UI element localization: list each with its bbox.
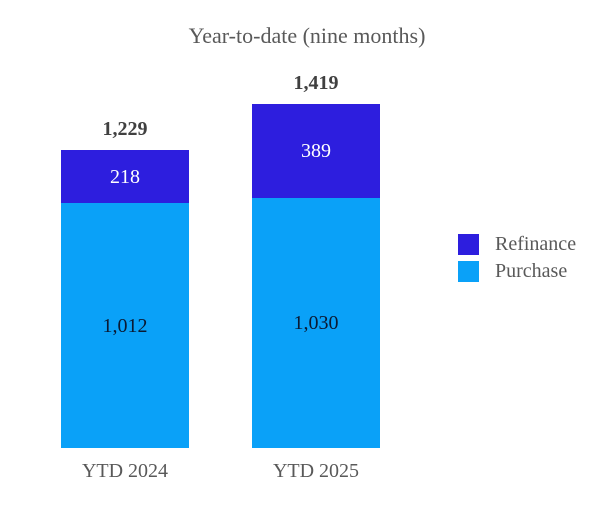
purchase-segment: 1,030 bbox=[252, 198, 380, 448]
purchase-value-label: 1,012 bbox=[102, 314, 148, 337]
purchase-swatch-icon bbox=[458, 260, 479, 282]
x-axis-label: YTD 2024 bbox=[81, 460, 169, 482]
legend-label-purchase: Purchase bbox=[495, 260, 568, 282]
refinance-segment: 218 bbox=[61, 150, 189, 203]
x-axis-label: YTD 2025 bbox=[272, 460, 360, 482]
legend-label-refinance: Refinance bbox=[495, 233, 577, 255]
refinance-value-label: 218 bbox=[110, 165, 140, 188]
legend-item-refinance: Refinance bbox=[458, 232, 576, 256]
refinance-segment: 389 bbox=[252, 104, 380, 198]
chart-title: Year-to-date (nine months) bbox=[188, 23, 426, 48]
refinance-swatch-icon bbox=[458, 233, 479, 255]
legend: Refinance Purchase bbox=[458, 232, 576, 286]
total-label: 1,419 bbox=[293, 72, 339, 94]
legend-item-purchase: Purchase bbox=[458, 259, 576, 283]
purchase-value-label: 1,030 bbox=[293, 312, 339, 334]
purchase-segment: 1,012 bbox=[61, 203, 189, 448]
bar-column-ytd-2025: 1,419 389 1,030 YTD 2025 bbox=[252, 72, 380, 482]
total-label: 1,229 bbox=[102, 118, 148, 140]
refinance-value-label: 389 bbox=[301, 140, 331, 162]
bar-column-ytd-2024: 1,229 218 1,012 YTD 2024 bbox=[61, 118, 189, 482]
